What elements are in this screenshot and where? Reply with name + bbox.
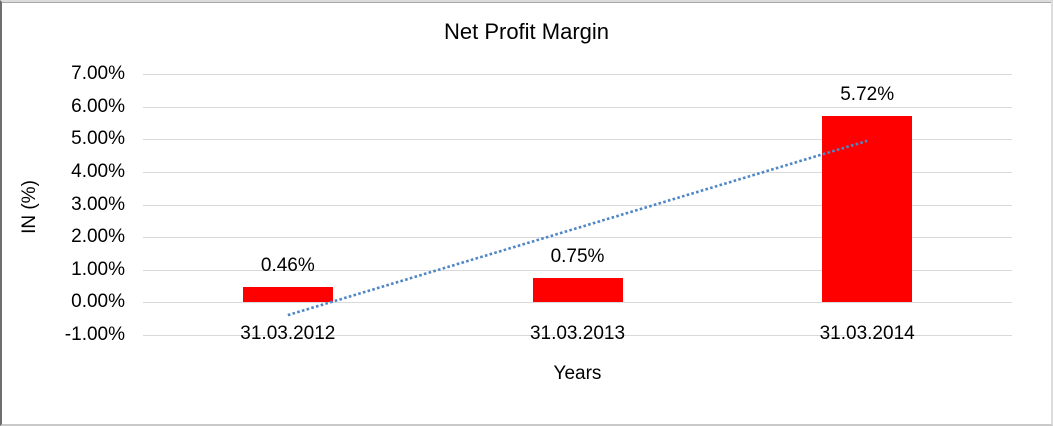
y-axis-tick-label: 6.00% [71, 95, 125, 117]
y-axis-tick-label: 3.00% [71, 193, 125, 215]
gridline [143, 302, 1012, 304]
x-axis-category-label: 31.03.2014 [819, 323, 915, 344]
data-label: 0.46% [260, 255, 315, 277]
x-axis-title: Years [553, 363, 602, 384]
gridline [143, 74, 1012, 75]
chart-title: Net Profit Margin [443, 19, 610, 44]
gridline [143, 106, 1012, 108]
bar-31.03.2012[interactable] [242, 287, 333, 303]
y-axis-tick-label: 4.00% [71, 160, 125, 182]
plot-area [143, 74, 1012, 336]
bar-31.03.2014[interactable] [822, 115, 913, 303]
y-axis-tick-label: 1.00% [71, 258, 125, 280]
bar-31.03.2013[interactable] [532, 277, 623, 303]
data-label: 0.75% [550, 245, 605, 267]
gridline [143, 335, 1012, 336]
y-axis-tick-label: 7.00% [71, 63, 125, 84]
x-axis-category-label: 31.03.2013 [529, 323, 626, 344]
y-axis-tick-label: 0.00% [71, 291, 125, 313]
y-axis-tick-label: 2.00% [71, 226, 125, 248]
data-label: 5.72% [840, 83, 895, 105]
y-axis-tick-label: -1.00% [64, 324, 125, 345]
y-axis-tick-label: 5.00% [71, 128, 125, 150]
x-axis-category-label: 31.03.2012 [240, 323, 336, 344]
